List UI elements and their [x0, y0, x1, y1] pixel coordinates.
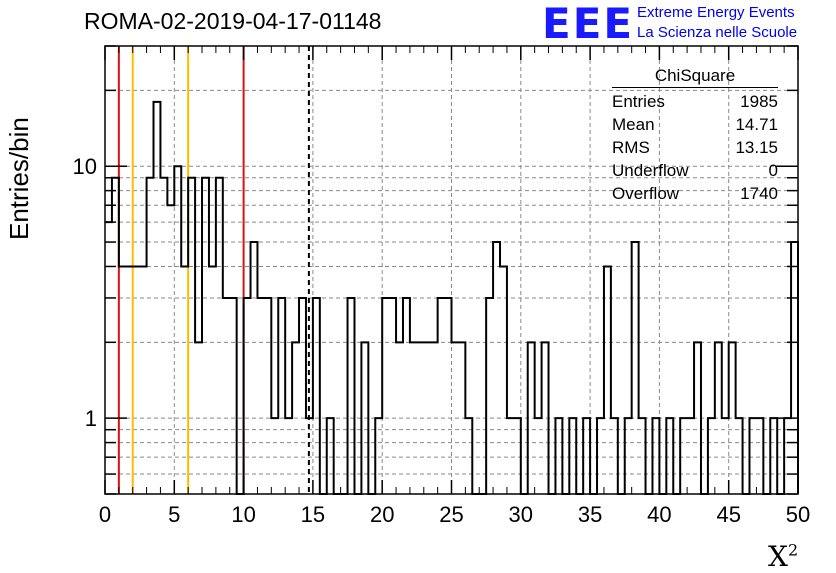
stats-value: 1985 — [740, 92, 778, 111]
stats-row-rms: RMS 13.15 — [612, 138, 778, 161]
x-tick-label: 30 — [509, 502, 533, 527]
eee-logo: EEE — [542, 0, 635, 48]
stats-label: Underflow — [612, 161, 689, 180]
histogram-series — [105, 100, 799, 495]
stats-row-entries: Entries 1985 — [612, 92, 778, 115]
x-tick-label: 50 — [786, 502, 810, 527]
stats-label: Mean — [612, 115, 655, 134]
tick-labels: 0 5 10 15 20 25 30 35 40 45 50 1 10 — [73, 154, 811, 527]
stats-label: Entries — [612, 92, 665, 111]
x-tick-label: 15 — [301, 502, 325, 527]
stats-row-overflow: Overflow 1740 — [612, 184, 778, 207]
logo-text-line-1: Extreme Energy Events — [637, 4, 795, 21]
logo-text-line-2: La Scienza nelle Scuole — [637, 24, 798, 41]
stats-label: Overflow — [612, 184, 680, 203]
stats-value: 13.15 — [735, 138, 778, 157]
y-tick-label: 1 — [85, 406, 97, 431]
chart-title: ROMA-02-2019-04-17-01148 — [84, 8, 382, 34]
axis-ticks — [104, 45, 799, 495]
x-tick-label: 25 — [439, 502, 463, 527]
stats-row-mean: Mean 14.71 — [612, 115, 778, 138]
stats-value: 1740 — [740, 184, 778, 203]
stats-label: RMS — [612, 138, 650, 157]
x-tick-label: 45 — [716, 502, 740, 527]
stats-value: 14.71 — [735, 115, 778, 134]
y-tick-label: 10 — [73, 154, 97, 179]
x-axis-label: X2 — [768, 540, 798, 573]
x-tick-label: 40 — [647, 502, 671, 527]
x-axis-label-text: X — [768, 540, 788, 573]
x-tick-label: 35 — [578, 502, 602, 527]
stats-box: ChiSquare Entries 1985 Mean 14.71 RMS 13… — [612, 66, 778, 207]
x-tick-label: 20 — [370, 502, 394, 527]
stats-row-underflow: Underflow 0 — [612, 161, 778, 184]
stats-box-title: ChiSquare — [612, 66, 778, 88]
x-axis-label-superscript: 2 — [787, 540, 799, 560]
y-axis-label-text: Entries/bin — [4, 117, 34, 240]
x-tick-label: 0 — [99, 502, 111, 527]
stats-value: 0 — [768, 161, 778, 180]
reference-lines — [117, 46, 310, 494]
x-tick-label: 10 — [231, 502, 255, 527]
x-tick-label: 5 — [168, 502, 180, 527]
